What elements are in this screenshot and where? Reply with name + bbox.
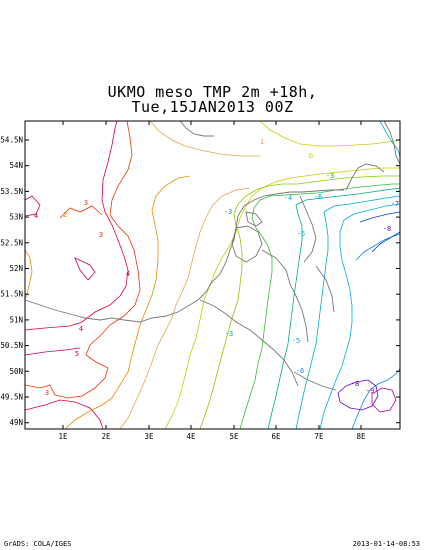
coast-line (24, 189, 344, 323)
y-axis: 54.5N 54N 53.5N 53N 52.5N 52N 51.5N 51N 50.5N 50N… (0, 136, 400, 427)
y-tick-label: 50.5N (0, 341, 23, 350)
coast-line (299, 195, 317, 263)
contour-line (319, 203, 401, 430)
contour-label: -8 (383, 225, 391, 233)
y-tick-label: 49N (9, 418, 23, 427)
y-tick-label: 51.5N (0, 290, 23, 299)
coast-line (315, 265, 335, 313)
contour-line (371, 387, 397, 413)
y-tick-label: 54.5N (0, 136, 23, 145)
y-tick-label: 54N (9, 161, 23, 170)
contour-label: -3 (326, 172, 334, 180)
contour-label: -8 (351, 380, 359, 388)
contour-labels: -3 -3 -3 -4 -5 -5 -6 -6 -7 -8 -8 -9 0 1 2 3 3 3 4 4 4 5 (34, 138, 399, 397)
contour-line (355, 233, 401, 261)
map-frame (24, 120, 401, 430)
contour-label: 4 (126, 270, 130, 278)
contour-line (119, 187, 251, 430)
contour-label: 1 (260, 138, 264, 146)
y-tick-label: 49.5N (0, 393, 23, 402)
y-tick-label: 51N (9, 315, 23, 324)
contour-label: 3 (45, 389, 49, 397)
x-tick-label: 6E (271, 432, 281, 441)
temperature-contours (24, 120, 401, 430)
x-tick-label: 2E (101, 432, 111, 441)
contour-label: -5 (292, 337, 300, 345)
contour-line (59, 205, 103, 219)
contour-line (24, 249, 33, 301)
contour-label: -3 (225, 330, 233, 338)
y-tick-label: 53N (9, 213, 23, 222)
coastline (24, 120, 401, 391)
coast-line (383, 120, 401, 165)
contour-line (74, 257, 96, 281)
contour-line (239, 183, 400, 430)
x-tick-label: 1E (58, 432, 68, 441)
x-tick-label: 8E (356, 432, 366, 441)
contour-line (295, 195, 401, 430)
contour-line (199, 175, 400, 430)
contour-line (337, 379, 379, 411)
contour-label: 4 (79, 325, 83, 333)
contour-label: -6 (296, 367, 304, 375)
contour-label: -9 (366, 387, 374, 395)
coast-line (179, 120, 214, 137)
contour-label: -4 (284, 194, 292, 202)
x-tick-label: 5E (229, 432, 239, 441)
contour-line (24, 120, 129, 331)
coast-line (293, 371, 337, 391)
contour-label: 2 (63, 211, 67, 219)
contour-line (267, 187, 401, 430)
contour-line (379, 120, 401, 157)
coast-line (261, 249, 309, 343)
contour-label: 3 (99, 231, 103, 239)
y-tick-label: 50N (9, 367, 23, 376)
contour-label: 0 (309, 152, 313, 160)
y-tick-label: 53.5N (0, 187, 23, 196)
y-tick-label: 52.5N (0, 238, 23, 247)
footer-timestamp: 2013-01-14-08:53 (352, 540, 420, 548)
contour-line (24, 120, 141, 399)
contour-line (149, 120, 260, 157)
map-title-line-1: UKMO meso TMP 2m +18h, (107, 83, 318, 101)
x-axis: 1E 2E 3E 4E 5E 6E 7E 8E (58, 121, 366, 441)
x-tick-label: 3E (144, 432, 154, 441)
contour-line (359, 211, 401, 223)
contour-label: -7 (391, 200, 399, 208)
contour-label: -3 (224, 208, 232, 216)
x-tick-label: 4E (186, 432, 196, 441)
contour-label: -6 (314, 193, 322, 201)
contour-line (24, 195, 41, 217)
footer-credit: GrADS: COLA/IGES (4, 540, 72, 548)
contour-line (164, 167, 400, 430)
contour-line (259, 120, 401, 147)
x-tick-label: 7E (314, 432, 324, 441)
coast-line (245, 211, 263, 227)
contour-line (24, 399, 104, 430)
coast-line (199, 299, 299, 387)
contour-label: -5 (297, 230, 305, 238)
contour-line (24, 347, 81, 356)
map-title-line-2: Tue,15JAN2013 00Z (131, 98, 294, 116)
coast-line (345, 163, 385, 191)
contour-line (64, 175, 191, 430)
y-tick-label: 52N (9, 264, 23, 273)
contour-label: 5 (75, 350, 79, 358)
contour-line (371, 231, 401, 253)
coast-line (231, 225, 263, 263)
contour-label: 3 (84, 199, 88, 207)
contour-label: 4 (34, 212, 38, 220)
contour-line (351, 367, 401, 430)
